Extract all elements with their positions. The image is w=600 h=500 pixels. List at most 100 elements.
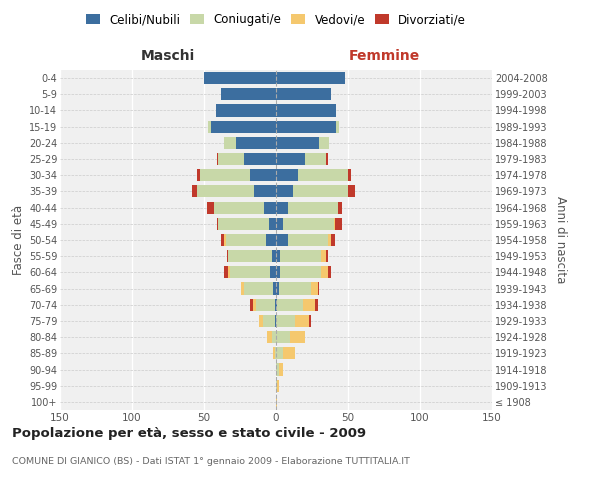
- Bar: [224, 266, 229, 278]
- Bar: [309, 315, 311, 327]
- Bar: [272, 250, 276, 262]
- Bar: [259, 315, 263, 327]
- Bar: [287, 234, 328, 246]
- Bar: [253, 298, 256, 311]
- Bar: [276, 202, 287, 213]
- Bar: [273, 282, 276, 294]
- Bar: [230, 266, 270, 278]
- Bar: [276, 137, 319, 149]
- Bar: [275, 298, 276, 311]
- Bar: [276, 88, 331, 101]
- Bar: [250, 298, 253, 311]
- Bar: [283, 218, 334, 230]
- Text: Femmine: Femmine: [349, 48, 419, 62]
- Bar: [208, 120, 211, 132]
- Bar: [276, 282, 279, 294]
- Bar: [221, 234, 224, 246]
- Bar: [335, 218, 342, 230]
- Bar: [276, 364, 279, 376]
- Bar: [338, 202, 342, 213]
- Bar: [207, 202, 214, 213]
- Bar: [276, 104, 337, 117]
- Bar: [295, 315, 309, 327]
- Bar: [280, 266, 320, 278]
- Bar: [217, 218, 218, 230]
- Text: Popolazione per età, sesso e stato civile - 2009: Popolazione per età, sesso e stato civil…: [12, 428, 366, 440]
- Bar: [276, 380, 277, 392]
- Bar: [276, 396, 277, 408]
- Y-axis label: Anni di nascita: Anni di nascita: [554, 196, 568, 284]
- Text: Maschi: Maschi: [141, 48, 195, 62]
- Bar: [326, 153, 328, 165]
- Bar: [331, 234, 335, 246]
- Bar: [276, 169, 298, 181]
- Bar: [311, 282, 318, 294]
- Bar: [218, 218, 269, 230]
- Bar: [304, 298, 315, 311]
- Bar: [305, 153, 326, 165]
- Bar: [226, 234, 266, 246]
- Bar: [276, 298, 277, 311]
- Bar: [279, 282, 311, 294]
- Bar: [273, 348, 275, 360]
- Bar: [263, 315, 275, 327]
- Bar: [229, 266, 230, 278]
- Bar: [204, 72, 276, 84]
- Bar: [265, 202, 276, 213]
- Bar: [218, 153, 244, 165]
- Bar: [266, 234, 276, 246]
- Bar: [229, 250, 272, 262]
- Bar: [279, 364, 283, 376]
- Bar: [236, 137, 276, 149]
- Bar: [328, 234, 331, 246]
- Bar: [221, 88, 276, 101]
- Bar: [227, 250, 229, 262]
- Bar: [290, 331, 305, 343]
- Bar: [244, 153, 276, 165]
- Bar: [211, 120, 276, 132]
- Bar: [269, 218, 276, 230]
- Bar: [276, 348, 283, 360]
- Bar: [337, 120, 340, 132]
- Bar: [197, 186, 254, 198]
- Bar: [254, 186, 276, 198]
- Bar: [200, 169, 250, 181]
- Bar: [215, 104, 276, 117]
- Bar: [224, 137, 236, 149]
- Bar: [270, 266, 276, 278]
- Bar: [283, 348, 295, 360]
- Bar: [197, 169, 200, 181]
- Bar: [293, 186, 348, 198]
- Bar: [224, 234, 226, 246]
- Bar: [280, 250, 320, 262]
- Bar: [276, 234, 287, 246]
- Bar: [276, 153, 305, 165]
- Bar: [276, 72, 345, 84]
- Bar: [319, 137, 329, 149]
- Bar: [193, 186, 197, 198]
- Bar: [328, 266, 331, 278]
- Bar: [256, 298, 275, 311]
- Bar: [276, 218, 283, 230]
- Bar: [320, 266, 328, 278]
- Bar: [276, 250, 280, 262]
- Bar: [277, 298, 304, 311]
- Bar: [276, 331, 290, 343]
- Bar: [250, 169, 276, 181]
- Bar: [272, 331, 276, 343]
- Bar: [241, 282, 244, 294]
- Bar: [348, 169, 351, 181]
- Bar: [320, 250, 326, 262]
- Bar: [217, 153, 218, 165]
- Bar: [348, 186, 355, 198]
- Bar: [334, 218, 335, 230]
- Bar: [276, 315, 295, 327]
- Text: COMUNE DI GIANICO (BS) - Dati ISTAT 1° gennaio 2009 - Elaborazione TUTTITALIA.IT: COMUNE DI GIANICO (BS) - Dati ISTAT 1° g…: [12, 458, 410, 466]
- Bar: [318, 282, 319, 294]
- Bar: [214, 202, 265, 213]
- Bar: [298, 169, 348, 181]
- Legend: Celibi/Nubili, Coniugati/e, Vedovi/e, Divorziati/e: Celibi/Nubili, Coniugati/e, Vedovi/e, Di…: [83, 11, 469, 28]
- Bar: [276, 266, 280, 278]
- Bar: [244, 282, 273, 294]
- Bar: [276, 186, 293, 198]
